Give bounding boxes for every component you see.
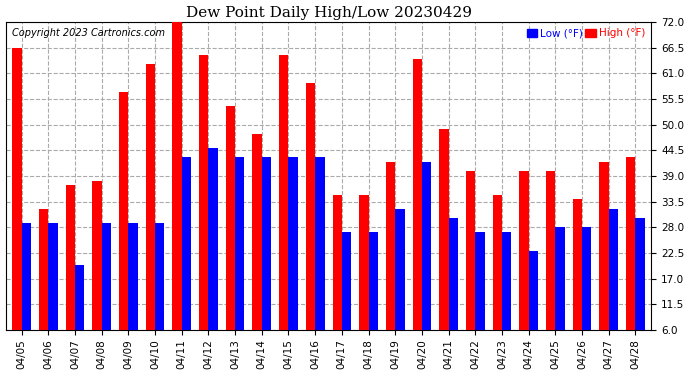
Bar bbox=[359, 195, 368, 330]
Bar bbox=[448, 218, 458, 330]
Legend: Low (°F), High (°F): Low (°F), High (°F) bbox=[526, 27, 647, 39]
Bar bbox=[155, 223, 164, 330]
Bar bbox=[609, 209, 618, 330]
Bar bbox=[573, 199, 582, 330]
Bar bbox=[529, 251, 538, 330]
Bar bbox=[368, 232, 378, 330]
Bar bbox=[626, 158, 635, 330]
Bar bbox=[600, 162, 609, 330]
Bar bbox=[199, 55, 208, 330]
Bar bbox=[422, 162, 431, 330]
Bar bbox=[315, 158, 324, 330]
Bar bbox=[48, 223, 57, 330]
Bar bbox=[181, 158, 191, 330]
Bar bbox=[502, 232, 511, 330]
Bar bbox=[172, 18, 181, 330]
Bar bbox=[226, 106, 235, 330]
Bar bbox=[235, 158, 244, 330]
Bar bbox=[262, 158, 271, 330]
Bar bbox=[520, 171, 529, 330]
Bar bbox=[440, 129, 449, 330]
Bar bbox=[395, 209, 404, 330]
Title: Dew Point Daily High/Low 20230429: Dew Point Daily High/Low 20230429 bbox=[186, 6, 471, 20]
Bar bbox=[66, 185, 75, 330]
Bar bbox=[342, 232, 351, 330]
Bar bbox=[413, 59, 422, 330]
Bar bbox=[208, 148, 218, 330]
Bar bbox=[101, 223, 111, 330]
Bar bbox=[493, 195, 502, 330]
Bar bbox=[253, 134, 262, 330]
Bar bbox=[386, 162, 395, 330]
Bar bbox=[306, 83, 315, 330]
Bar bbox=[333, 195, 342, 330]
Bar bbox=[582, 227, 591, 330]
Bar bbox=[466, 171, 475, 330]
Bar bbox=[39, 209, 48, 330]
Bar bbox=[475, 232, 484, 330]
Bar bbox=[635, 218, 644, 330]
Bar bbox=[555, 227, 564, 330]
Bar bbox=[92, 181, 101, 330]
Bar bbox=[288, 158, 298, 330]
Bar bbox=[128, 223, 138, 330]
Bar bbox=[12, 48, 21, 330]
Bar bbox=[21, 223, 31, 330]
Bar bbox=[146, 64, 155, 330]
Bar bbox=[75, 265, 84, 330]
Bar bbox=[119, 92, 128, 330]
Bar bbox=[546, 171, 555, 330]
Text: Copyright 2023 Cartronics.com: Copyright 2023 Cartronics.com bbox=[12, 28, 165, 38]
Bar bbox=[279, 55, 288, 330]
